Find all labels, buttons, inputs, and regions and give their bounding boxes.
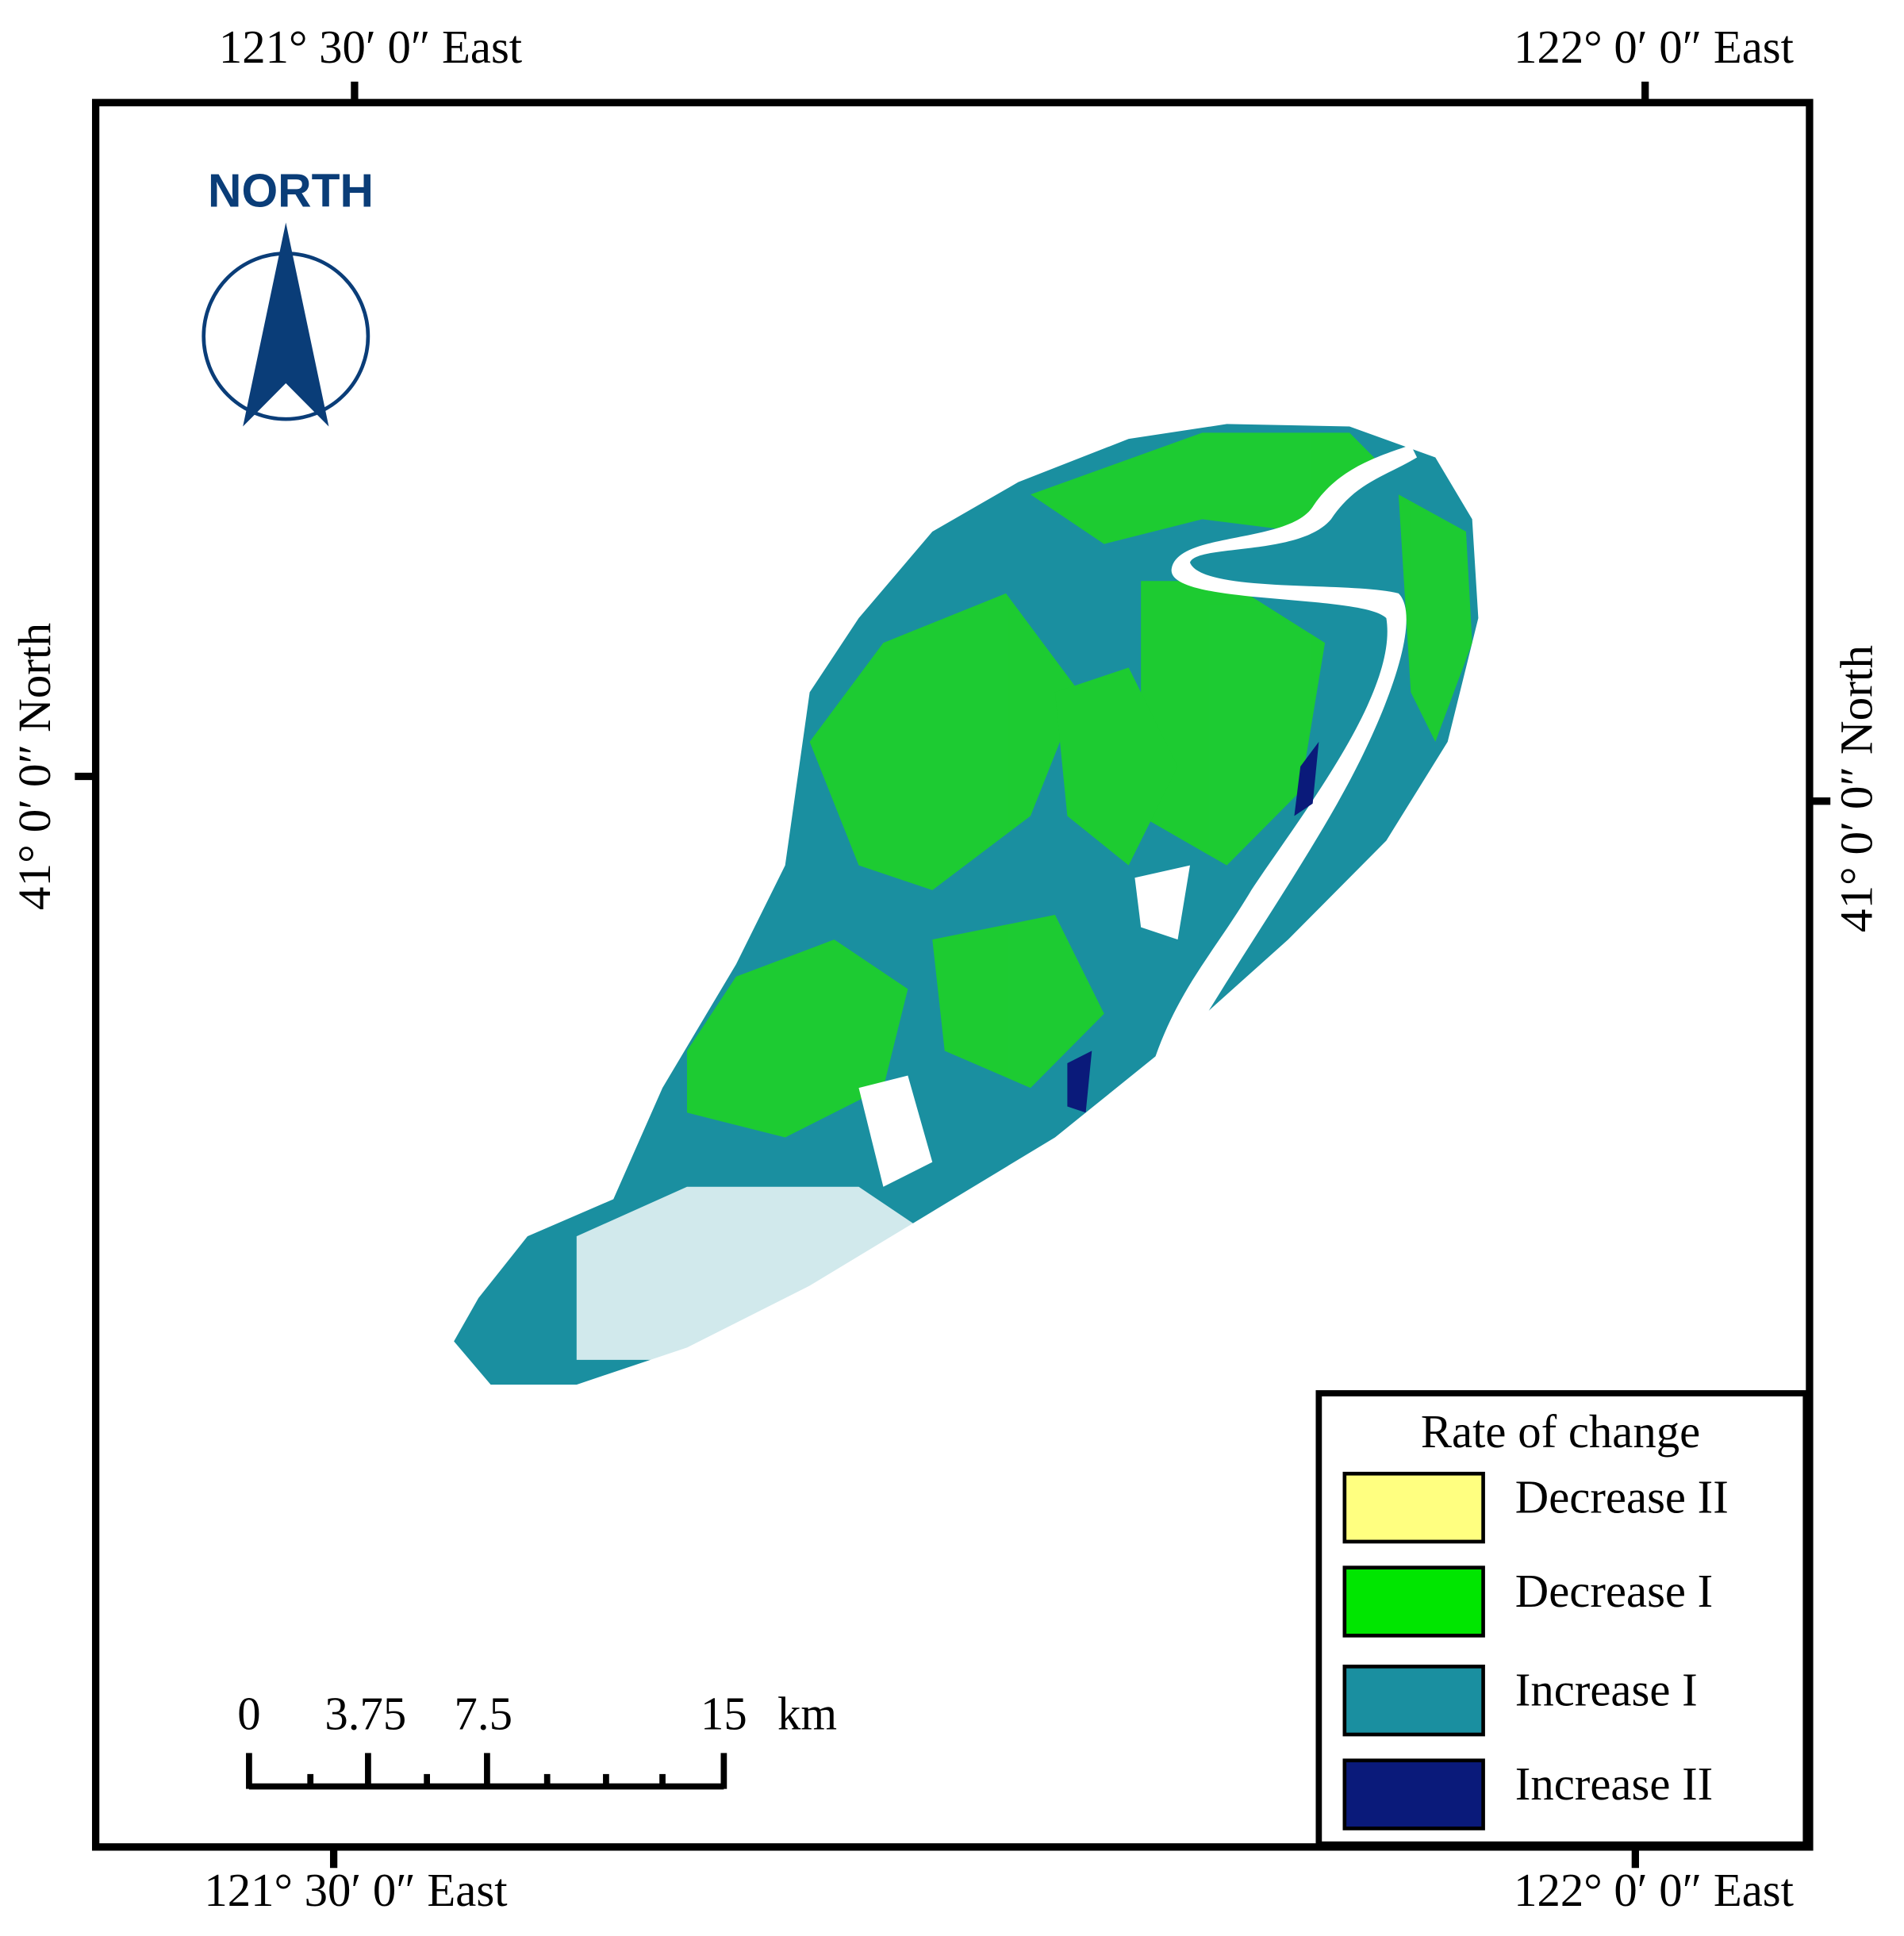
patch — [686, 939, 908, 1138]
coord-label: 121° 30′ 0″ East — [219, 21, 523, 73]
legend-label: Increase II — [1515, 1757, 1713, 1810]
legend: Rate of change Decrease II Decrease I Incr… — [1315, 1390, 1810, 1848]
legend-label: Decrease I — [1515, 1565, 1713, 1617]
north-label: NORTH — [208, 165, 374, 217]
scale-label: 0 — [237, 1687, 260, 1739]
patch — [809, 593, 1080, 890]
water-area — [1134, 865, 1190, 940]
green-patches — [686, 432, 1472, 1138]
coord-label: 122° 0′ 0″ East — [1514, 21, 1794, 73]
patch — [932, 915, 1104, 1089]
scale-unit: km — [777, 1687, 837, 1739]
patch — [1141, 581, 1326, 866]
legend-swatch — [1342, 1471, 1485, 1544]
north-arrow: NORTH — [202, 165, 374, 427]
scale-label: 3.75 — [324, 1687, 406, 1739]
scale-bar — [246, 1753, 727, 1790]
coord-label: 41° 0′ 0″ North — [8, 623, 60, 910]
legend-title: Rate of change — [1421, 1405, 1700, 1458]
patch-dark — [1294, 741, 1319, 816]
legend-label: Increase I — [1515, 1664, 1698, 1716]
urban-area — [576, 1186, 933, 1360]
coord-label: 41° 0′ 0″ North — [1830, 645, 1883, 932]
scale-label: 7.5 — [455, 1687, 512, 1739]
frame-ticks — [75, 81, 1831, 1869]
patch-dark — [1067, 1051, 1092, 1113]
river — [1153, 444, 1418, 1063]
legend-swatch — [1342, 1758, 1485, 1830]
scale-label: 15 — [701, 1687, 747, 1739]
water-area — [858, 1075, 933, 1187]
legend-label: Decrease II — [1515, 1470, 1729, 1523]
coord-label: 121° 30′ 0″ East — [204, 1864, 508, 1916]
legend-swatch — [1342, 1565, 1485, 1638]
patch — [1054, 667, 1178, 866]
coord-label: 122° 0′ 0″ East — [1514, 1864, 1794, 1916]
patch — [1030, 432, 1387, 544]
legend-swatch — [1342, 1664, 1485, 1737]
land-area — [454, 424, 1479, 1385]
patch — [1398, 494, 1472, 742]
arrow — [243, 222, 329, 427]
